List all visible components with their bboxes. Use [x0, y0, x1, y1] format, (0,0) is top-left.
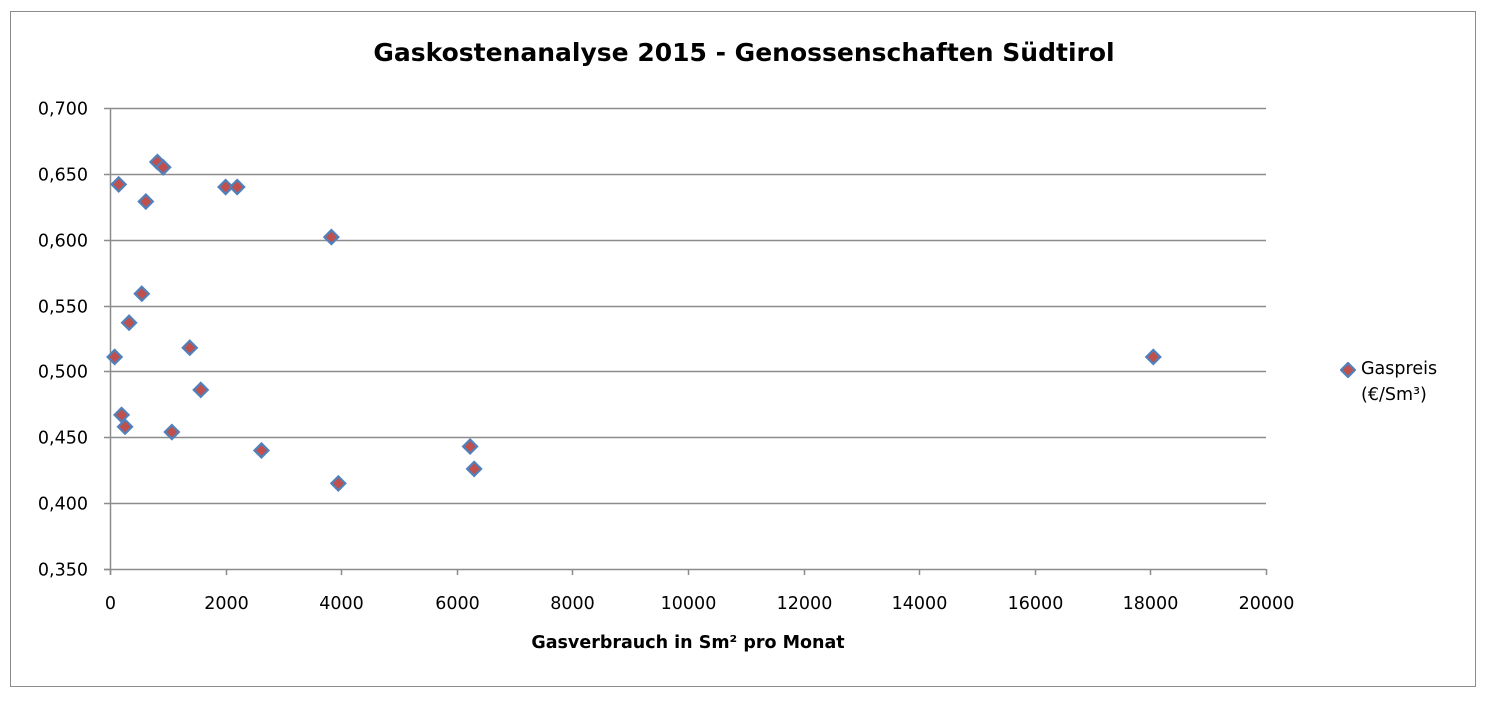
legend-marker-diamond — [1340, 362, 1356, 378]
data-point — [465, 460, 483, 478]
x-tick-label: 16000 — [1008, 594, 1064, 614]
x-tick-label: 20000 — [1239, 594, 1295, 614]
x-tick-label: 10000 — [661, 594, 717, 614]
x-tick-label: 8000 — [550, 594, 595, 614]
x-tick-label: 18000 — [1123, 594, 1179, 614]
data-point — [133, 285, 151, 303]
y-tick-labels: 0,350 0,400 0,450 0,500 0,550 0,600 0,650 0,700 — [38, 100, 88, 581]
y-tick-label: 0,350 — [38, 561, 88, 581]
data-point — [192, 381, 210, 399]
data-point — [329, 474, 347, 492]
data-point — [154, 158, 172, 176]
x-tick-label: 12000 — [777, 594, 833, 614]
y-tick-label: 0,500 — [38, 363, 88, 383]
data-point — [137, 192, 155, 211]
grid-layer — [110, 107, 1266, 505]
x-tick-label: 6000 — [435, 594, 480, 614]
data-point — [106, 348, 124, 366]
data-point — [461, 437, 479, 456]
chart-frame — [10, 11, 1476, 687]
y-tick-label: 0,550 — [38, 298, 88, 318]
y-tick-label: 0,400 — [38, 495, 88, 515]
legend-label: Gaspreis (€/Sm³) — [1361, 356, 1437, 408]
data-point — [322, 228, 340, 246]
data-point — [228, 178, 246, 196]
data-point — [252, 441, 270, 460]
x-tick-label: 2000 — [204, 594, 249, 614]
y-tick-label: 0,700 — [38, 100, 88, 120]
axis-layer — [104, 107, 1268, 575]
data-point — [120, 314, 138, 332]
x-tick-labels: 0 2000 4000 6000 8000 10000 12000 14000 16000 180… — [105, 594, 1294, 614]
data-point — [217, 178, 235, 196]
chart-title: Gaskostenanalyse 2015 - Genossenschaften… — [373, 38, 1115, 67]
data-point — [116, 418, 134, 436]
data-point — [110, 175, 128, 193]
y-tick-label: 0,600 — [38, 232, 88, 252]
x-axis-title: Gasverbrauch in Sm² pro Monat — [531, 633, 844, 653]
y-tick-label: 0,650 — [38, 166, 88, 186]
y-tick-label: 0,450 — [38, 429, 88, 449]
data-points — [106, 153, 1162, 492]
data-point — [163, 423, 181, 441]
legend-label-line-2: (€/Sm³) — [1361, 385, 1427, 405]
data-point — [1144, 348, 1162, 366]
x-tick-label: 0 — [105, 594, 116, 614]
x-tick-label: 4000 — [319, 594, 364, 614]
x-tick-label: 14000 — [892, 594, 948, 614]
data-point — [181, 339, 199, 357]
legend-label-line-1: Gaspreis — [1361, 359, 1438, 379]
